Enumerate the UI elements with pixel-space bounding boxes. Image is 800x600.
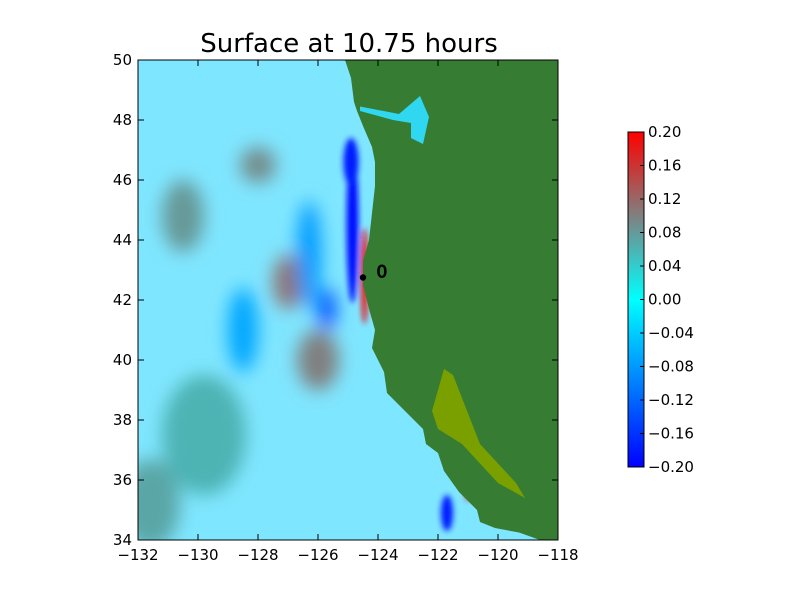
anomaly-blob-0 — [162, 180, 204, 252]
x-tick-label: −120 — [477, 546, 518, 564]
puget-sound-water — [360, 96, 429, 144]
x-tick-label: −118 — [537, 546, 578, 564]
y-tick-label: 46 — [113, 171, 132, 189]
colorbar-tick-label: −0.08 — [648, 358, 694, 376]
y-tick-label: 50 — [113, 51, 132, 69]
colorbar-tick-label: 0.04 — [648, 257, 681, 275]
x-tick-label: −126 — [297, 546, 338, 564]
anomaly-blob-9 — [346, 147, 359, 303]
anomaly-blob-1 — [240, 147, 276, 183]
y-tick-label: 40 — [113, 351, 132, 369]
y-tick-label: 44 — [113, 231, 132, 249]
colorbar-tick-label: 0.20 — [648, 123, 681, 141]
y-tick-label: 38 — [113, 411, 132, 429]
x-tick-label: −132 — [117, 546, 158, 564]
colorbar-tick-label: 0.00 — [648, 291, 681, 309]
colorbar-tick-label: 0.12 — [648, 190, 681, 208]
colorbar-tick-label: 0.16 — [648, 157, 681, 175]
chart-title: Surface at 10.75 hours — [200, 29, 498, 59]
anomaly-blob-8 — [318, 288, 336, 330]
anomaly-blob-6 — [228, 288, 258, 372]
surface-anomaly-layer — [138, 147, 339, 540]
plot-area — [138, 60, 558, 540]
x-tick-label: −128 — [237, 546, 278, 564]
colorbar-tick-label: −0.12 — [648, 391, 694, 409]
anomaly-blob-4 — [138, 459, 180, 540]
y-tick-label: 34 — [113, 531, 132, 549]
central-valley-lowland — [432, 369, 525, 498]
y-tick-label: 42 — [113, 291, 132, 309]
x-tick-label: −130 — [177, 546, 218, 564]
anomaly-blob-12 — [441, 495, 453, 531]
x-tick-label: −124 — [357, 546, 398, 564]
colorbar-ticks: −0.20 −0.16 −0.12 −0.08 −0.04 0.00 0.04 0.08 0.1… — [640, 123, 694, 476]
land-mass — [345, 60, 558, 540]
colorbar-tick-label: −0.20 — [648, 458, 694, 476]
anomaly-blob-2 — [273, 255, 303, 309]
colorbar: −0.20 −0.16 −0.12 −0.08 −0.04 0.00 0.04 0.08 0.1… — [627, 123, 694, 476]
y-axis: 34 36 38 40 42 44 46 48 50 — [113, 51, 558, 549]
anomaly-blob-7 — [297, 201, 321, 309]
x-axis: −132 −130 −128 −126 −124 −122 −120 −118 — [117, 60, 579, 564]
anomaly-blob-5 — [162, 375, 246, 495]
x-tick-label: −122 — [417, 546, 458, 564]
y-tick-label: 36 — [113, 471, 132, 489]
anomaly-blob-3 — [297, 330, 339, 390]
gauge-point — [359, 274, 367, 281]
colorbar-tick-label: −0.16 — [648, 425, 694, 443]
colorbar-tick-label: 0.08 — [648, 224, 681, 242]
colorbar-tick-label: −0.04 — [648, 324, 694, 342]
y-tick-label: 48 — [113, 111, 132, 129]
gauge-label: 0 — [377, 263, 388, 283]
nearshore-anomaly-layer — [343, 138, 471, 531]
anomaly-blob-11 — [343, 138, 359, 186]
